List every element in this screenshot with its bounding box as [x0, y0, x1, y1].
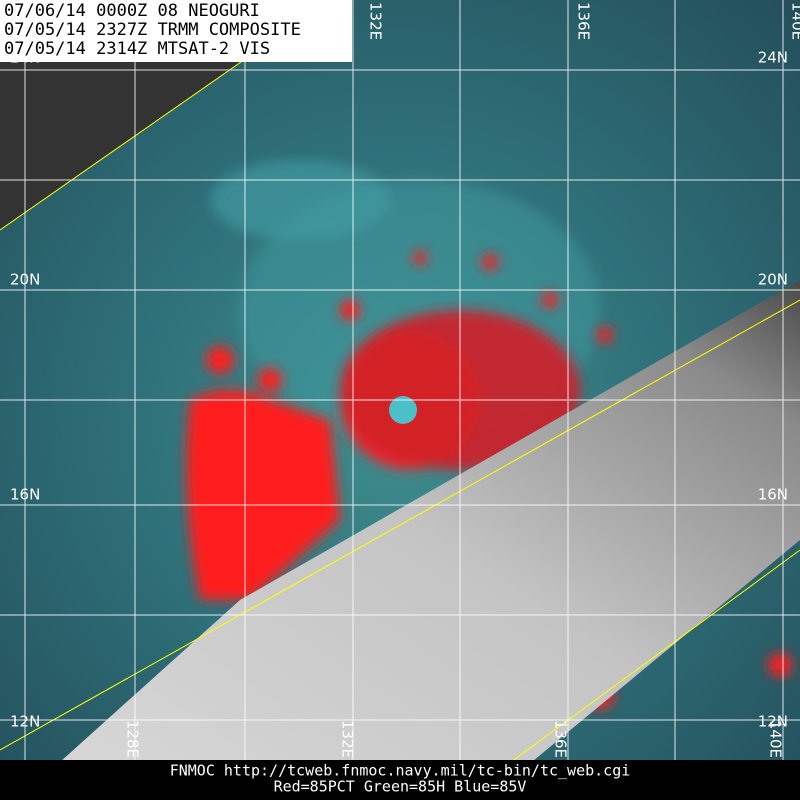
- lat-label: 16N: [758, 486, 788, 504]
- lat-label: 24N: [758, 49, 788, 67]
- header-line: 07/06/14 0000Z 08 NEOGURI: [4, 1, 260, 21]
- lon-label: 136E: [552, 720, 570, 758]
- lat-label: 20N: [758, 271, 788, 289]
- lat-label: 20N: [10, 271, 40, 289]
- lat-label: 12N: [10, 713, 40, 731]
- header-line: 07/05/14 2314Z MTSAT-2 VIS: [4, 39, 270, 59]
- lon-label: 140E: [789, 2, 800, 40]
- header-box: [0, 0, 352, 62]
- footer-line: FNMOC http://tcweb.fnmoc.navy.mil/tc-bin…: [170, 762, 631, 780]
- lon-label: 128E: [124, 720, 142, 758]
- header-line: 07/05/14 2327Z TRMM COMPOSITE: [4, 20, 301, 40]
- footer-line: Red=85PCT Green=85H Blue=85V: [274, 778, 527, 796]
- lon-label: 132E: [339, 720, 357, 758]
- lat-label: 16N: [10, 486, 40, 504]
- lon-label: 132E: [367, 2, 385, 40]
- lon-label: 140E: [767, 720, 785, 758]
- lat-label: 12N: [758, 713, 788, 731]
- footer-bar: [0, 760, 800, 800]
- lon-label: 136E: [575, 2, 593, 40]
